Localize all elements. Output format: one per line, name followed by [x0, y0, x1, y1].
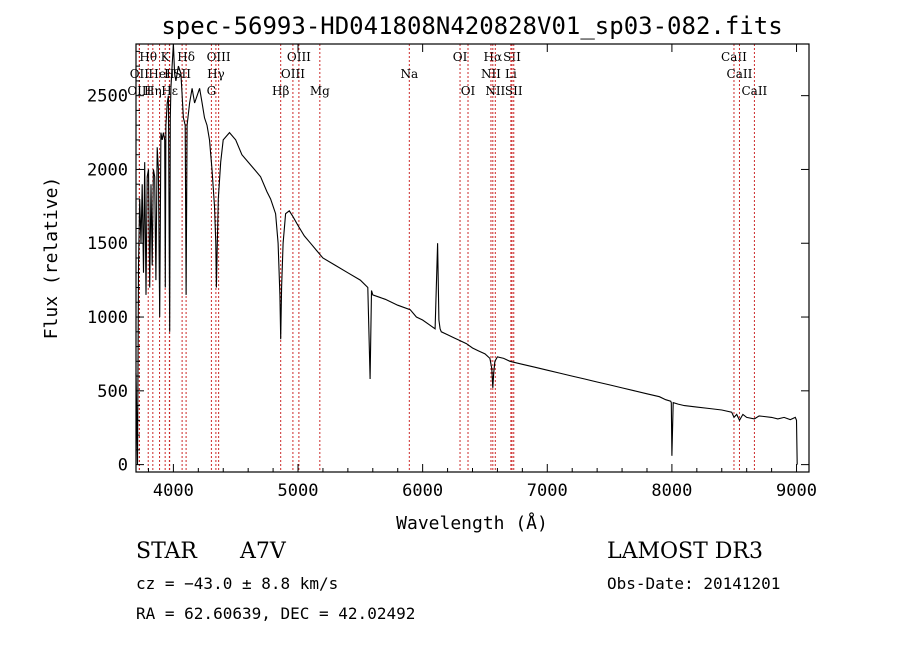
line-marker-label: NII: [485, 84, 505, 98]
line-marker-label: CaII: [727, 67, 753, 81]
line-marker-label: Mg: [310, 84, 330, 98]
survey-name: LAMOST DR3: [607, 539, 763, 564]
line-marker-label: Na: [400, 67, 418, 81]
line-marker-label: Hα: [484, 50, 503, 64]
x-axis-label: Wavelength (Å): [396, 512, 548, 534]
chart-title: spec-56993-HD041808N420828V01_sp03-082.f…: [161, 12, 782, 40]
y-axis-label: Flux (relative): [41, 177, 62, 340]
line-marker-label: Hγ: [207, 67, 225, 81]
y-tick-label: 0: [118, 456, 128, 476]
line-marker-label: Hβ: [272, 84, 289, 98]
line-marker-label: OIII: [207, 50, 231, 64]
y-tick-label: 2000: [87, 160, 128, 180]
line-marker-label: Hε: [161, 84, 178, 98]
y-tick-label: 2500: [87, 87, 128, 107]
x-tick-label: 4000: [153, 481, 194, 501]
line-marker-label: Li: [505, 67, 517, 81]
line-marker-label: SII: [503, 50, 521, 64]
plot-frame: [135, 43, 810, 473]
line-marker-label: Hθ: [139, 50, 157, 64]
line-marker-label: OI: [453, 50, 468, 64]
redshift-cz: cz = −43.0 ± 8.8 km/s: [136, 574, 339, 593]
line-marker-label: Hδ: [177, 50, 195, 64]
line-marker-label: HeI: [148, 67, 171, 81]
line-marker-label: G: [207, 84, 217, 98]
axis-ticks: 4000 5000 6000 7000 8000 9000 0 500 1000 1500 2000…: [87, 44, 817, 501]
line-marker-label: OIII: [281, 67, 305, 81]
spectral-subclass: A7V: [240, 539, 286, 564]
line-marker-label: OIII: [287, 50, 311, 64]
x-tick-label: 7000: [527, 481, 568, 501]
x-tick-label: 9000: [776, 481, 817, 501]
y-tick-label: 500: [97, 382, 128, 402]
observation-date: Obs-Date: 20141201: [607, 574, 781, 593]
x-tick-label: 5000: [278, 481, 319, 501]
line-marker-label: Hη: [144, 84, 162, 98]
spectrum-flux-line: [135, 43, 798, 465]
y-tick-label: 1000: [87, 308, 128, 328]
x-tick-label: 6000: [402, 481, 443, 501]
coordinates: RA = 62.60639, DEC = 42.02492: [136, 604, 416, 623]
line-marker-label: K: [161, 50, 171, 64]
line-marker-label: OIII: [127, 84, 151, 98]
line-marker-label: CaII: [721, 50, 747, 64]
line-marker-label: CaII: [741, 84, 767, 98]
line-marker-label: OI: [461, 84, 476, 98]
y-tick-label: 1500: [87, 234, 128, 254]
line-marker-label: SII: [505, 84, 523, 98]
x-tick-label: 8000: [651, 481, 692, 501]
line-marker-label: NII: [481, 67, 501, 81]
object-type: STAR: [136, 539, 197, 564]
